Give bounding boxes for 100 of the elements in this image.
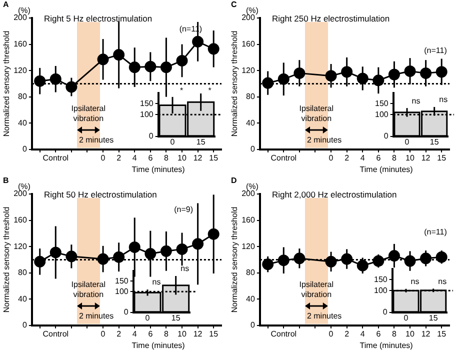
x-tick-label: 15: [196, 137, 206, 146]
x-tick-label: 4: [360, 153, 366, 162]
y-tick-label: 200: [242, 13, 256, 22]
x-tick-label: 0: [404, 137, 410, 146]
x-tick-label: 15: [437, 153, 447, 162]
annotation: ns: [410, 277, 420, 286]
x-axis-title: Time (minutes): [132, 165, 186, 174]
annotation: (n=11): [424, 46, 448, 56]
y-tick-label: 100: [374, 286, 388, 295]
annotation: ns: [180, 264, 190, 274]
x-tick-label: Control: [42, 153, 69, 162]
text: (%): [18, 6, 31, 16]
x-axis-title: Time (minutes): [360, 341, 414, 350]
chart-title: Right 250 Hz electrostimulation: [272, 13, 390, 24]
y-tick-label: 100: [114, 286, 129, 296]
y-tick-label: 150: [374, 98, 389, 108]
y-tick-label: 40: [246, 294, 256, 304]
x-tick-label: 6: [148, 153, 154, 162]
annotation: 2 minutes: [78, 135, 114, 144]
x-tick-label: 0: [404, 313, 409, 322]
x-tick-label: 10: [406, 329, 416, 338]
x-tick-label: 8: [392, 153, 397, 162]
annotation: 2 minutes: [306, 135, 342, 144]
text: A: [3, 0, 9, 10]
annotation: ns: [412, 96, 420, 106]
y-tick-label: 0: [22, 320, 28, 330]
y-tick-label: 200: [242, 189, 256, 198]
chart-title: Right 2,000 Hz electrostimulation: [272, 189, 397, 200]
x-tick-label: 4: [132, 153, 138, 162]
x-tick-label: 2: [116, 329, 122, 338]
x-axis-title: Time (minutes): [360, 165, 414, 174]
y-axis-title: Normalized sensory threshold: [2, 30, 12, 137]
x-tick-label: 0: [328, 153, 334, 162]
x-tick-label: 15: [209, 153, 219, 162]
x-tick-label: Control: [42, 329, 69, 338]
text: C: [231, 0, 237, 10]
text: (%): [246, 182, 259, 192]
y-tick-label: 150: [140, 98, 154, 108]
y-tick-label: 80: [246, 268, 256, 278]
y-tick-label: 160: [242, 39, 256, 48]
x-tick-label: 0: [170, 137, 176, 146]
chart-title: Right 50 Hz electrostimulation: [44, 189, 158, 200]
annotation: Ipsilateral vibration: [71, 104, 106, 123]
x-tick-label: 6: [148, 329, 154, 338]
chart-title: Right 5 Hz electrostimulation: [44, 13, 152, 24]
y-tick-label: 120: [14, 242, 28, 251]
y-tick-label: 100: [374, 110, 389, 119]
x-axis-title: Time (minutes): [132, 341, 186, 350]
y-tick-label: 200: [14, 189, 28, 198]
y-tick-label: 160: [242, 215, 256, 224]
x-tick-label: 10: [178, 153, 188, 162]
y-tick-label: 100: [140, 110, 154, 119]
y-tick-label: 0: [250, 320, 256, 330]
x-tick-label: 2: [344, 329, 350, 338]
y-tick-label: 40: [18, 294, 28, 304]
y-tick-label: 150: [374, 274, 388, 284]
y-tick-label: 40: [246, 118, 256, 128]
y-tick-label: 150: [114, 276, 129, 286]
annotation: *: [208, 86, 212, 96]
x-tick-label: 0: [100, 329, 106, 338]
y-tick-label: 80: [246, 92, 256, 102]
y-axis-title: Normalized sensory threshold: [2, 206, 12, 313]
text: D: [231, 176, 237, 186]
x-tick-label: 8: [392, 329, 397, 338]
annotation: ns: [439, 95, 448, 104]
y-tick-label: 0: [22, 144, 28, 154]
x-tick-label: 15: [437, 329, 447, 338]
x-tick-label: 4: [360, 329, 366, 338]
annotation: 2 minutes: [78, 311, 114, 320]
x-tick-label: 0: [100, 153, 106, 162]
x-tick-label: 12: [421, 329, 431, 338]
y-tick-label: 80: [18, 268, 28, 278]
y-tick-label: 120: [242, 242, 256, 251]
y-tick-label: 160: [14, 215, 28, 224]
y-tick-label: 0: [250, 144, 256, 154]
x-tick-label: 8: [164, 329, 169, 338]
x-tick-label: 10: [406, 153, 416, 162]
x-tick-label: 15: [171, 313, 181, 322]
y-tick-label: 80: [18, 92, 28, 102]
text: B: [3, 176, 9, 186]
annotation: *: [180, 86, 184, 96]
text: (%): [246, 6, 259, 16]
x-tick-label: 12: [421, 153, 431, 162]
annotation: Ipsilateral vibration: [299, 104, 334, 123]
x-tick-label: 8: [164, 153, 169, 162]
annotation: Ipsilateral vibration: [71, 280, 106, 299]
x-tick-label: 12: [193, 153, 203, 162]
y-tick-label: 120: [242, 66, 256, 75]
x-tick-label: 15: [209, 329, 219, 338]
y-tick-label: 160: [14, 39, 28, 48]
annotation: ns: [438, 276, 447, 286]
x-tick-label: 10: [178, 329, 188, 338]
x-tick-label: 6: [376, 153, 382, 162]
text: (%): [18, 182, 31, 192]
x-tick-label: 4: [132, 329, 138, 338]
annotation: (n=9): [174, 204, 194, 214]
x-tick-label: 6: [376, 329, 382, 338]
x-tick-label: 0: [328, 329, 334, 338]
annotation: Ipsilateral vibration: [299, 280, 334, 299]
y-tick-label: 200: [14, 13, 28, 22]
